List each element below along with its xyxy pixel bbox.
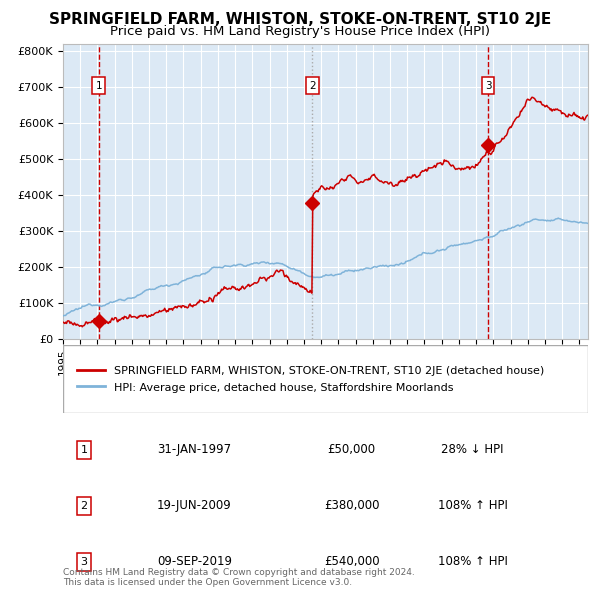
Text: Price paid vs. HM Land Registry's House Price Index (HPI): Price paid vs. HM Land Registry's House … <box>110 25 490 38</box>
Text: 1: 1 <box>80 445 88 455</box>
Text: 2: 2 <box>309 81 316 90</box>
Text: 19-JUN-2009: 19-JUN-2009 <box>157 499 232 513</box>
Text: 2: 2 <box>80 501 88 511</box>
Text: 3: 3 <box>485 81 491 90</box>
Legend: SPRINGFIELD FARM, WHISTON, STOKE-ON-TRENT, ST10 2JE (detached house), HPI: Avera: SPRINGFIELD FARM, WHISTON, STOKE-ON-TREN… <box>74 362 547 396</box>
Text: 3: 3 <box>80 557 88 567</box>
Text: 1: 1 <box>95 81 102 90</box>
Text: 09-SEP-2019: 09-SEP-2019 <box>157 555 232 569</box>
Text: 108% ↑ HPI: 108% ↑ HPI <box>437 499 508 513</box>
Text: £50,000: £50,000 <box>328 443 376 457</box>
Text: 28% ↓ HPI: 28% ↓ HPI <box>441 443 504 457</box>
Text: £380,000: £380,000 <box>324 499 380 513</box>
Text: SPRINGFIELD FARM, WHISTON, STOKE-ON-TRENT, ST10 2JE: SPRINGFIELD FARM, WHISTON, STOKE-ON-TREN… <box>49 12 551 27</box>
Text: 31-JAN-1997: 31-JAN-1997 <box>157 443 232 457</box>
Text: £540,000: £540,000 <box>324 555 380 569</box>
Text: 108% ↑ HPI: 108% ↑ HPI <box>437 555 508 569</box>
Text: Contains HM Land Registry data © Crown copyright and database right 2024.
This d: Contains HM Land Registry data © Crown c… <box>63 568 415 587</box>
